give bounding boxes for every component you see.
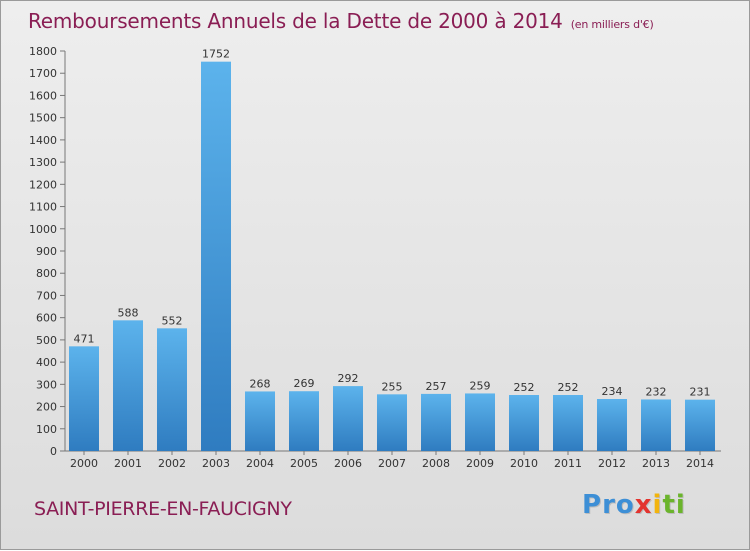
y-tick-label: 1800 [29,45,57,58]
chart-title: Remboursements Annuels de la Dette de 20… [28,9,654,33]
y-tick-label: 1600 [29,89,57,102]
y-tick-label: 0 [50,445,57,458]
bar-value-label: 471 [74,332,95,345]
bar-2005[interactable] [289,391,319,451]
logo-letter: i [652,490,663,520]
bar-value-label: 259 [470,379,491,392]
y-tick-label: 1300 [29,156,57,169]
y-tick-label: 400 [36,356,57,369]
logo-letter: P [582,490,603,520]
y-tick-label: 500 [36,334,57,347]
chart-title-text: Remboursements Annuels de la Dette de 20… [28,9,563,33]
x-tick-label: 2010 [510,457,538,470]
city-name: SAINT-PIERRE-EN-FAUCIGNY [34,498,292,520]
bar-value-label: 588 [118,306,139,319]
y-tick-label: 100 [36,423,57,436]
x-tick-label: 2009 [466,457,494,470]
logo-letter: t [662,490,676,520]
bar-2009[interactable] [465,393,495,451]
x-tick-label: 2014 [686,457,714,470]
bar-value-label: 552 [162,314,183,327]
bar-value-label: 1752 [202,48,230,61]
chart-subtitle: (en milliers d'€) [570,18,654,31]
bar-2000[interactable] [69,346,99,451]
x-tick-label: 2005 [290,457,318,470]
bar-2012[interactable] [597,399,627,451]
bar-2013[interactable] [641,399,671,451]
x-tick-label: 2002 [158,457,186,470]
bar-value-label: 252 [558,381,579,394]
x-tick-label: 2012 [598,457,626,470]
x-tick-label: 2008 [422,457,450,470]
bar-value-label: 232 [646,385,667,398]
logo-letter: i [675,490,686,520]
bar-2010[interactable] [509,395,539,451]
x-tick-label: 2000 [70,457,98,470]
bar-value-label: 269 [294,377,315,390]
y-tick-label: 800 [36,267,57,280]
y-tick-label: 1700 [29,67,57,80]
bar-value-label: 234 [602,385,623,398]
x-tick-label: 2007 [378,457,406,470]
bar-2001[interactable] [113,320,143,451]
bar-2011[interactable] [553,395,583,451]
x-tick-label: 2001 [114,457,142,470]
y-tick-label: 1100 [29,201,57,214]
bar-value-label: 255 [382,380,403,393]
chart-axes: 0 100 200 300 400 500 600 700 800 900 1000 1100 1200… [29,45,721,470]
x-tick-label: 2013 [642,457,670,470]
logo-letter: x [634,490,653,520]
x-tick-label: 2004 [246,457,274,470]
bar-value-label: 268 [250,377,271,390]
bar-2004[interactable] [245,391,275,451]
bar-2014[interactable] [685,399,715,451]
bar-2003[interactable] [201,61,231,452]
y-tick-label: 300 [36,378,57,391]
bar-value-label: 231 [690,386,711,399]
bar-2007[interactable] [377,394,407,451]
logo-letter: r [602,490,616,520]
y-tick-label: 1400 [29,134,57,147]
x-tick-label: 2006 [334,457,362,470]
y-tick-label: 1200 [29,178,57,191]
x-tick-label: 2011 [554,457,582,470]
y-tick-label: 200 [36,401,57,414]
bar-value-label: 257 [426,380,447,393]
y-tick-label: 700 [36,289,57,302]
bar-value-label: 252 [514,381,535,394]
bar-2006[interactable] [333,386,363,451]
bar-2002[interactable] [157,328,187,451]
y-tick-label: 1500 [29,112,57,125]
proxiti-logo[interactable]: Proxiti [582,490,686,520]
y-tick-label: 1000 [29,223,57,236]
x-tick-label: 2003 [202,457,230,470]
y-tick-label: 900 [36,245,57,258]
chart-bars: 471 588 552 1752 268 269 292 255 257 259 252 252 234… [69,48,715,452]
bar-2008[interactable] [421,393,451,451]
logo-letter: o [615,490,635,520]
bar-value-label: 292 [338,372,359,385]
y-tick-label: 600 [36,312,57,325]
